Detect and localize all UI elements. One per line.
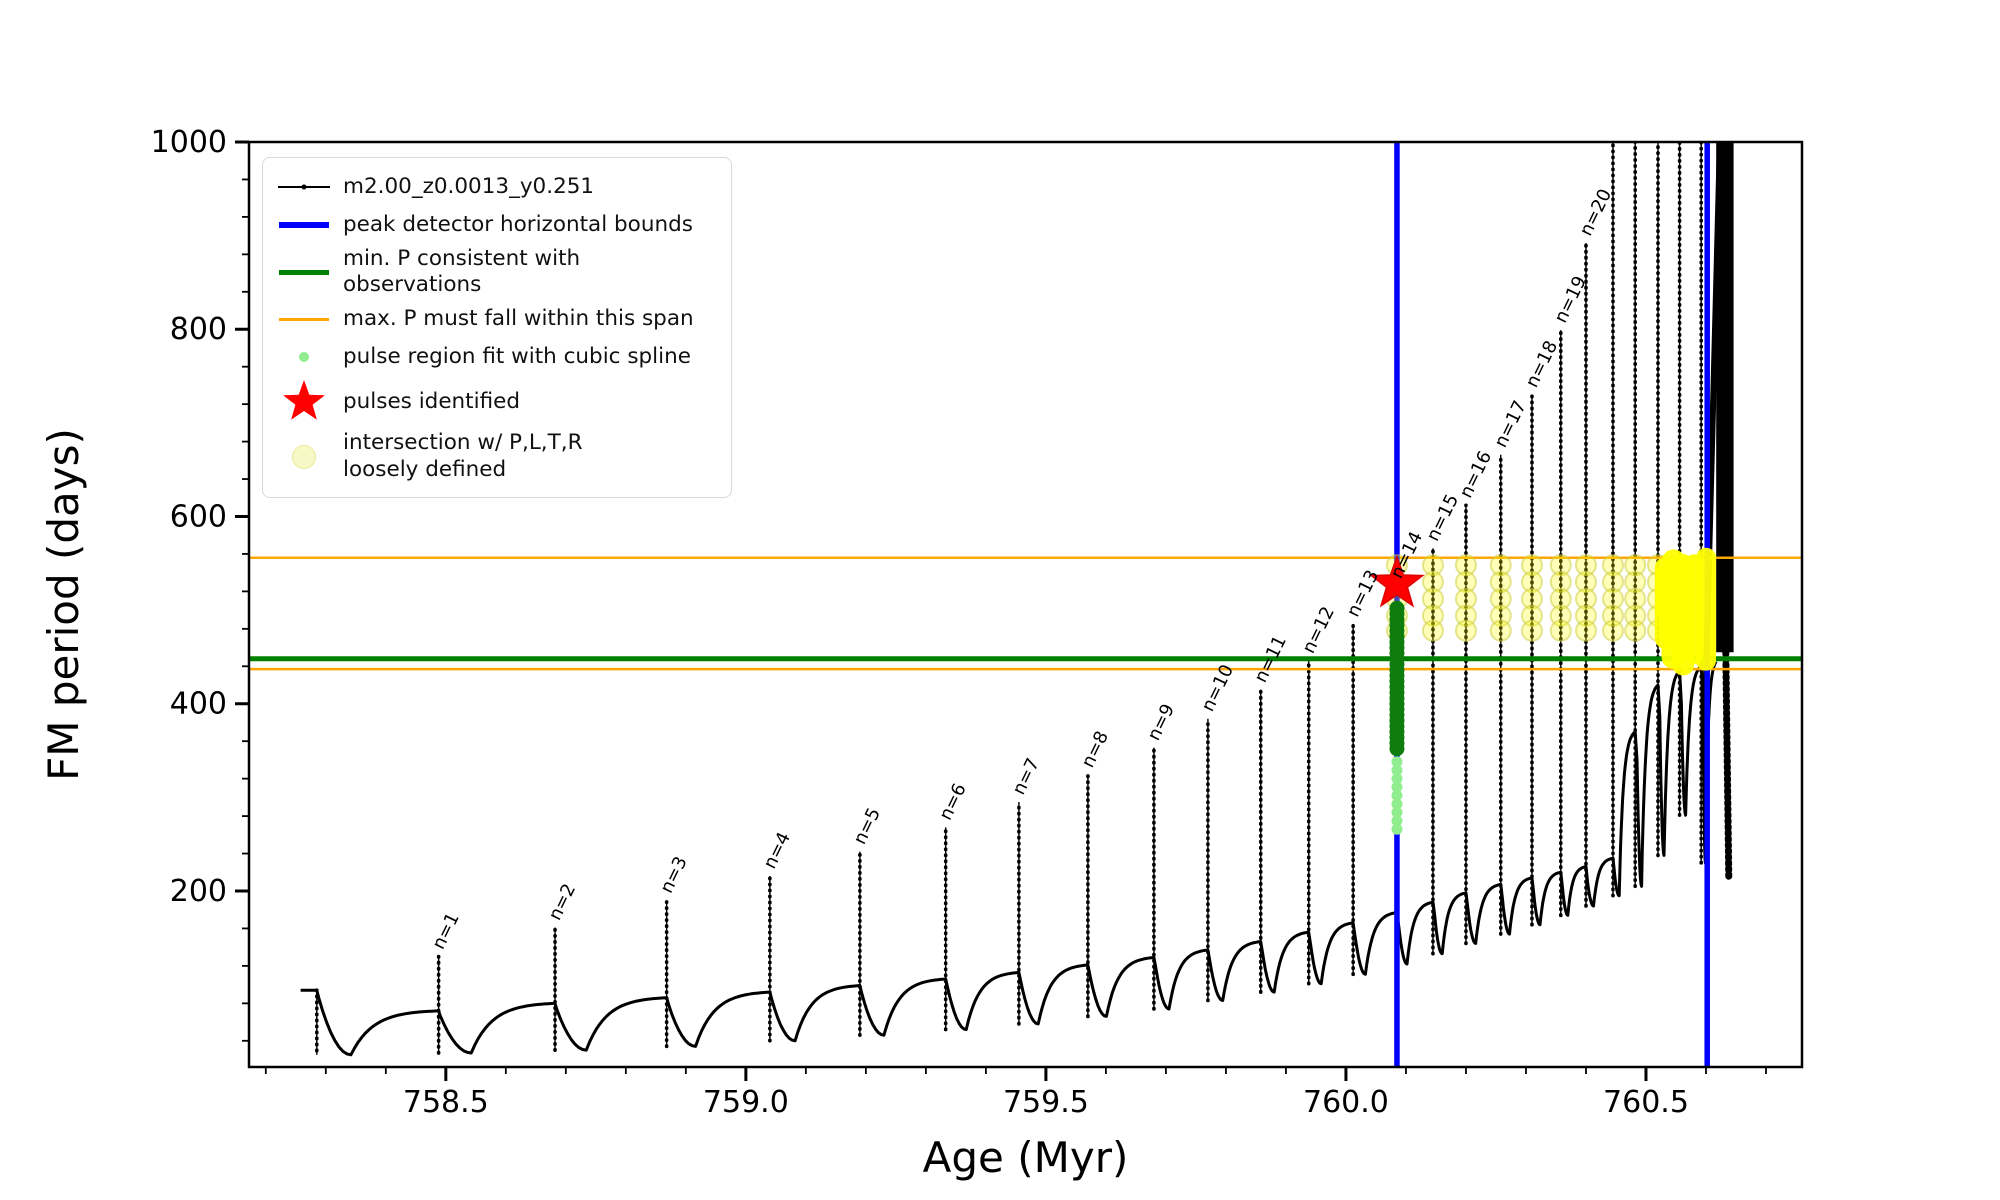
legend-marker-medium-line-icon (275, 269, 333, 275)
spline-fit-dot (1391, 764, 1403, 776)
y-tick-label: 1000 (151, 125, 227, 160)
spline-fit-dot (1391, 781, 1403, 793)
pulse-number-label: n=17 (1490, 397, 1531, 451)
legend-marker-dot-pale-icon (275, 444, 333, 469)
y-tick-label: 400 (170, 687, 227, 722)
pulse-number-label: n=8 (1078, 728, 1114, 771)
pulse-number-label: n=1 (428, 909, 464, 952)
x-axis-label: Age (Myr) (923, 1133, 1129, 1182)
pulse-number-label: n=16 (1456, 448, 1497, 502)
pulse-number-label: n=5 (849, 805, 885, 848)
legend-marker-dot-small-icon (275, 352, 333, 363)
legend-marker-star-icon (275, 378, 333, 426)
pulse-number-label: n=18 (1522, 337, 1563, 391)
y-tick-label: 200 (170, 874, 227, 909)
pulse-number-label: n=13 (1343, 567, 1384, 621)
legend-marker-thick-line-icon (275, 222, 333, 228)
y-tick-label: 600 (170, 499, 227, 534)
legend-marker-thin-line-icon (275, 318, 333, 321)
legend-marker-line-dot-icon (275, 182, 333, 192)
pulse-number-label: n=2 (545, 880, 581, 923)
spline-fit-dot (1391, 773, 1403, 785)
spline-fit-dot (1391, 806, 1403, 818)
x-tick-label: 759.5 (1003, 1085, 1089, 1120)
legend-item-label: pulse region fit with cubic spline (343, 344, 691, 370)
y-tick-label: 800 (170, 312, 227, 347)
y-axis-label: FM period (days) (39, 428, 88, 781)
legend-item: pulse region fit with cubic spline (275, 340, 715, 374)
legend-item-label: max. P must fall within this span (343, 306, 694, 332)
pulse-region-dot (1389, 600, 1405, 616)
legend-item: pulses identified (275, 378, 715, 426)
pulse-number-label: n=9 (1144, 701, 1180, 744)
x-tick-label: 758.5 (403, 1085, 489, 1120)
legend-item-label: intersection w/ P,L,T,R loosely defined (343, 430, 583, 482)
legend-item: min. P consistent with observations (275, 246, 715, 298)
legend-item: peak detector horizontal bounds (275, 208, 715, 242)
final-pulse-mass (1716, 142, 1734, 653)
axis-ticks (235, 140, 1767, 1081)
intersection-markers (1385, 547, 1716, 676)
pulse-identified-star (1369, 554, 1425, 608)
legend-item-label: peak detector horizontal bounds (343, 211, 693, 237)
pulse-number-label: n=4 (759, 829, 795, 872)
pulse-number-label: n=7 (1009, 755, 1045, 798)
plot-frame (247, 140, 1804, 1069)
pulse-number-label: n=12 (1298, 603, 1339, 657)
legend-item-label: pulses identified (343, 389, 521, 415)
spline-fit-dot (1391, 756, 1403, 768)
spline-fit-dot (1391, 789, 1403, 801)
x-tick-label: 759.0 (703, 1085, 789, 1120)
legend-item: max. P must fall within this span (275, 302, 715, 336)
legend-item: intersection w/ P,L,T,R loosely defined (275, 430, 715, 482)
legend-item: m2.00_z0.0013_y0.251 (275, 170, 715, 204)
legend-item-label: min. P consistent with observations (343, 246, 581, 298)
pulse-number-label: n=3 (656, 853, 692, 896)
x-tick-label: 760.0 (1303, 1085, 1389, 1120)
x-tick-label: 760.5 (1603, 1085, 1689, 1120)
spline-fit-dot (1391, 823, 1403, 835)
legend-item-label: m2.00_z0.0013_y0.251 (343, 173, 595, 199)
spline-fit-dot (1391, 798, 1403, 810)
spline-fit-dot (1391, 815, 1403, 827)
pulse-number-label: n=6 (935, 780, 971, 823)
pulse-number-label: n=20 (1576, 186, 1617, 240)
pulse-number-label: n=15 (1423, 491, 1464, 545)
